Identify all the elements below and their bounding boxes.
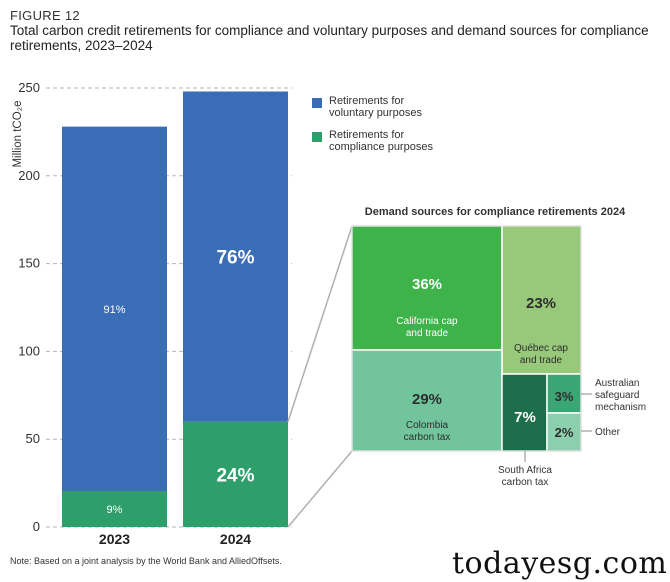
chart-canvas: 0 50 100 150 200 250 Million tCO₂e 9% 91% 2023 24%… <box>12 80 646 545</box>
treemap-item-label: South Africa <box>498 465 552 476</box>
treemap-cell <box>351 349 503 452</box>
y-tick-label: 150 <box>18 256 40 271</box>
y-tick-label: 250 <box>18 80 40 95</box>
bar-segment <box>62 126 167 492</box>
y-axis-label: Million tCO₂e <box>12 100 24 167</box>
treemap-pct-label: 29% <box>412 391 442 408</box>
treemap-cell <box>501 373 548 452</box>
legend-label: voluntary purposes <box>329 107 422 119</box>
connector-line <box>287 450 353 528</box>
x-tick-label: 2023 <box>99 531 130 545</box>
y-tick-label: 0 <box>33 519 40 534</box>
y-tick-label: 100 <box>18 343 40 358</box>
treemap-cell <box>546 373 582 414</box>
treemap-pct-label: 3% <box>555 389 574 404</box>
chart-title: Total carbon credit retirements for comp… <box>10 23 649 53</box>
watermark-logo: todayesg.com <box>452 546 668 581</box>
treemap-pct-label: 36% <box>412 276 442 293</box>
legend-swatch <box>312 98 322 108</box>
data-label: 76% <box>216 248 254 269</box>
treemap-item-label: and trade <box>520 355 563 366</box>
legend-label: Retirements for <box>329 95 405 107</box>
figure-label: FIGURE 12 <box>10 8 80 23</box>
bar-segment <box>62 491 167 527</box>
data-label: 9% <box>107 504 123 516</box>
treemap-item-label: Other <box>595 427 621 438</box>
treemap-item-label: and trade <box>406 328 449 339</box>
x-tick-label: 2024 <box>220 531 251 545</box>
treemap-item-label: Québec cap <box>514 343 568 354</box>
y-tick-label: 50 <box>26 431 40 446</box>
treemap-pct-label: 2% <box>555 425 574 440</box>
treemap-item-label: mechanism <box>595 402 646 413</box>
connector-line <box>287 225 353 422</box>
treemap-item-label: California cap <box>396 316 458 327</box>
treemap-pct-label: 23% <box>526 295 556 312</box>
y-tick-label: 200 <box>18 168 40 183</box>
bar-segment <box>183 91 288 422</box>
legend-label: compliance purposes <box>329 141 433 153</box>
footnote: Note: Based on a joint analysis by the W… <box>10 556 282 566</box>
treemap-item-label: carbon tax <box>502 477 549 488</box>
legend-swatch <box>312 132 322 142</box>
treemap-title: Demand sources for compliance retirement… <box>365 206 626 218</box>
treemap-pct-label: 7% <box>514 409 536 426</box>
treemap-item-label: carbon tax <box>404 432 451 443</box>
bar-segment <box>183 421 288 527</box>
treemap-item-label: safeguard <box>595 390 639 401</box>
treemap-frame <box>351 225 582 452</box>
treemap-item-label: Australian <box>595 378 639 389</box>
legend-label: Retirements for <box>329 129 405 141</box>
treemap-item-label: Colombia <box>406 420 449 431</box>
data-label: 91% <box>103 304 125 316</box>
data-label: 24% <box>216 465 254 486</box>
